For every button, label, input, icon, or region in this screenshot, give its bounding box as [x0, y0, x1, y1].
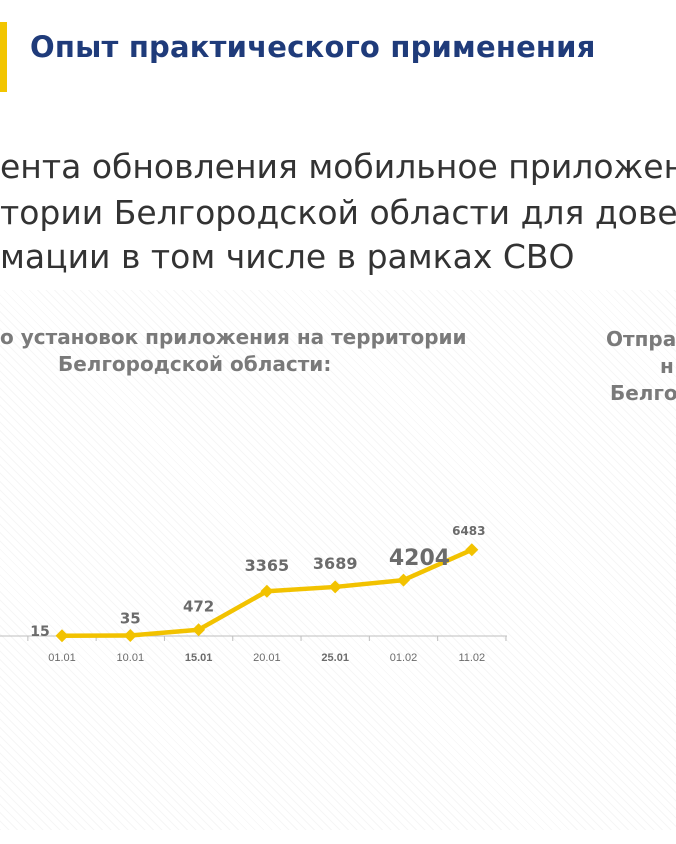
right-panel-title-line-2: н — [660, 354, 674, 378]
data-label: 6483 — [452, 524, 485, 538]
right-panel-title-line-1: Отпра — [606, 327, 676, 351]
x-tick-label: 10.01 — [117, 652, 145, 664]
subtitle-line-2: тории Белгородской области для довед — [0, 193, 676, 232]
x-tick-label: 15.01 — [185, 652, 213, 664]
data-point-marker — [397, 573, 410, 587]
subtitle-line-3: мации в том числе в рамках СВО — [0, 237, 575, 276]
background-hatch — [0, 290, 676, 830]
x-tick-label: 20.01 — [253, 652, 281, 664]
data-label: 35 — [120, 610, 141, 628]
data-label: 3365 — [245, 556, 290, 575]
data-point-marker — [55, 629, 69, 643]
subtitle-line-1: ента обновления мобильное приложен — [0, 147, 676, 186]
data-label: 472 — [183, 598, 214, 616]
data-label: 15 — [30, 624, 49, 640]
x-tick-label: 01.02 — [390, 652, 418, 664]
x-tick-label: 11.02 — [458, 652, 485, 664]
data-point-marker — [123, 629, 137, 643]
data-point-marker — [328, 580, 342, 594]
chart-title-line-2: Белгородской области: — [58, 352, 332, 376]
x-tick-label: 01.01 — [48, 652, 76, 664]
data-label: 3689 — [313, 554, 358, 573]
right-panel-title-line-3: Белго — [610, 381, 676, 405]
x-tick-label: 25.01 — [321, 652, 349, 664]
data-label: 4204 — [389, 546, 450, 571]
accent-bar — [0, 22, 7, 92]
data-point-marker — [192, 623, 206, 637]
chart-title-line-1: о установок приложения на территории — [0, 325, 467, 349]
data-point-marker — [260, 584, 274, 598]
page-title: Опыт практического применения — [30, 30, 596, 64]
data-point-marker — [465, 543, 479, 557]
